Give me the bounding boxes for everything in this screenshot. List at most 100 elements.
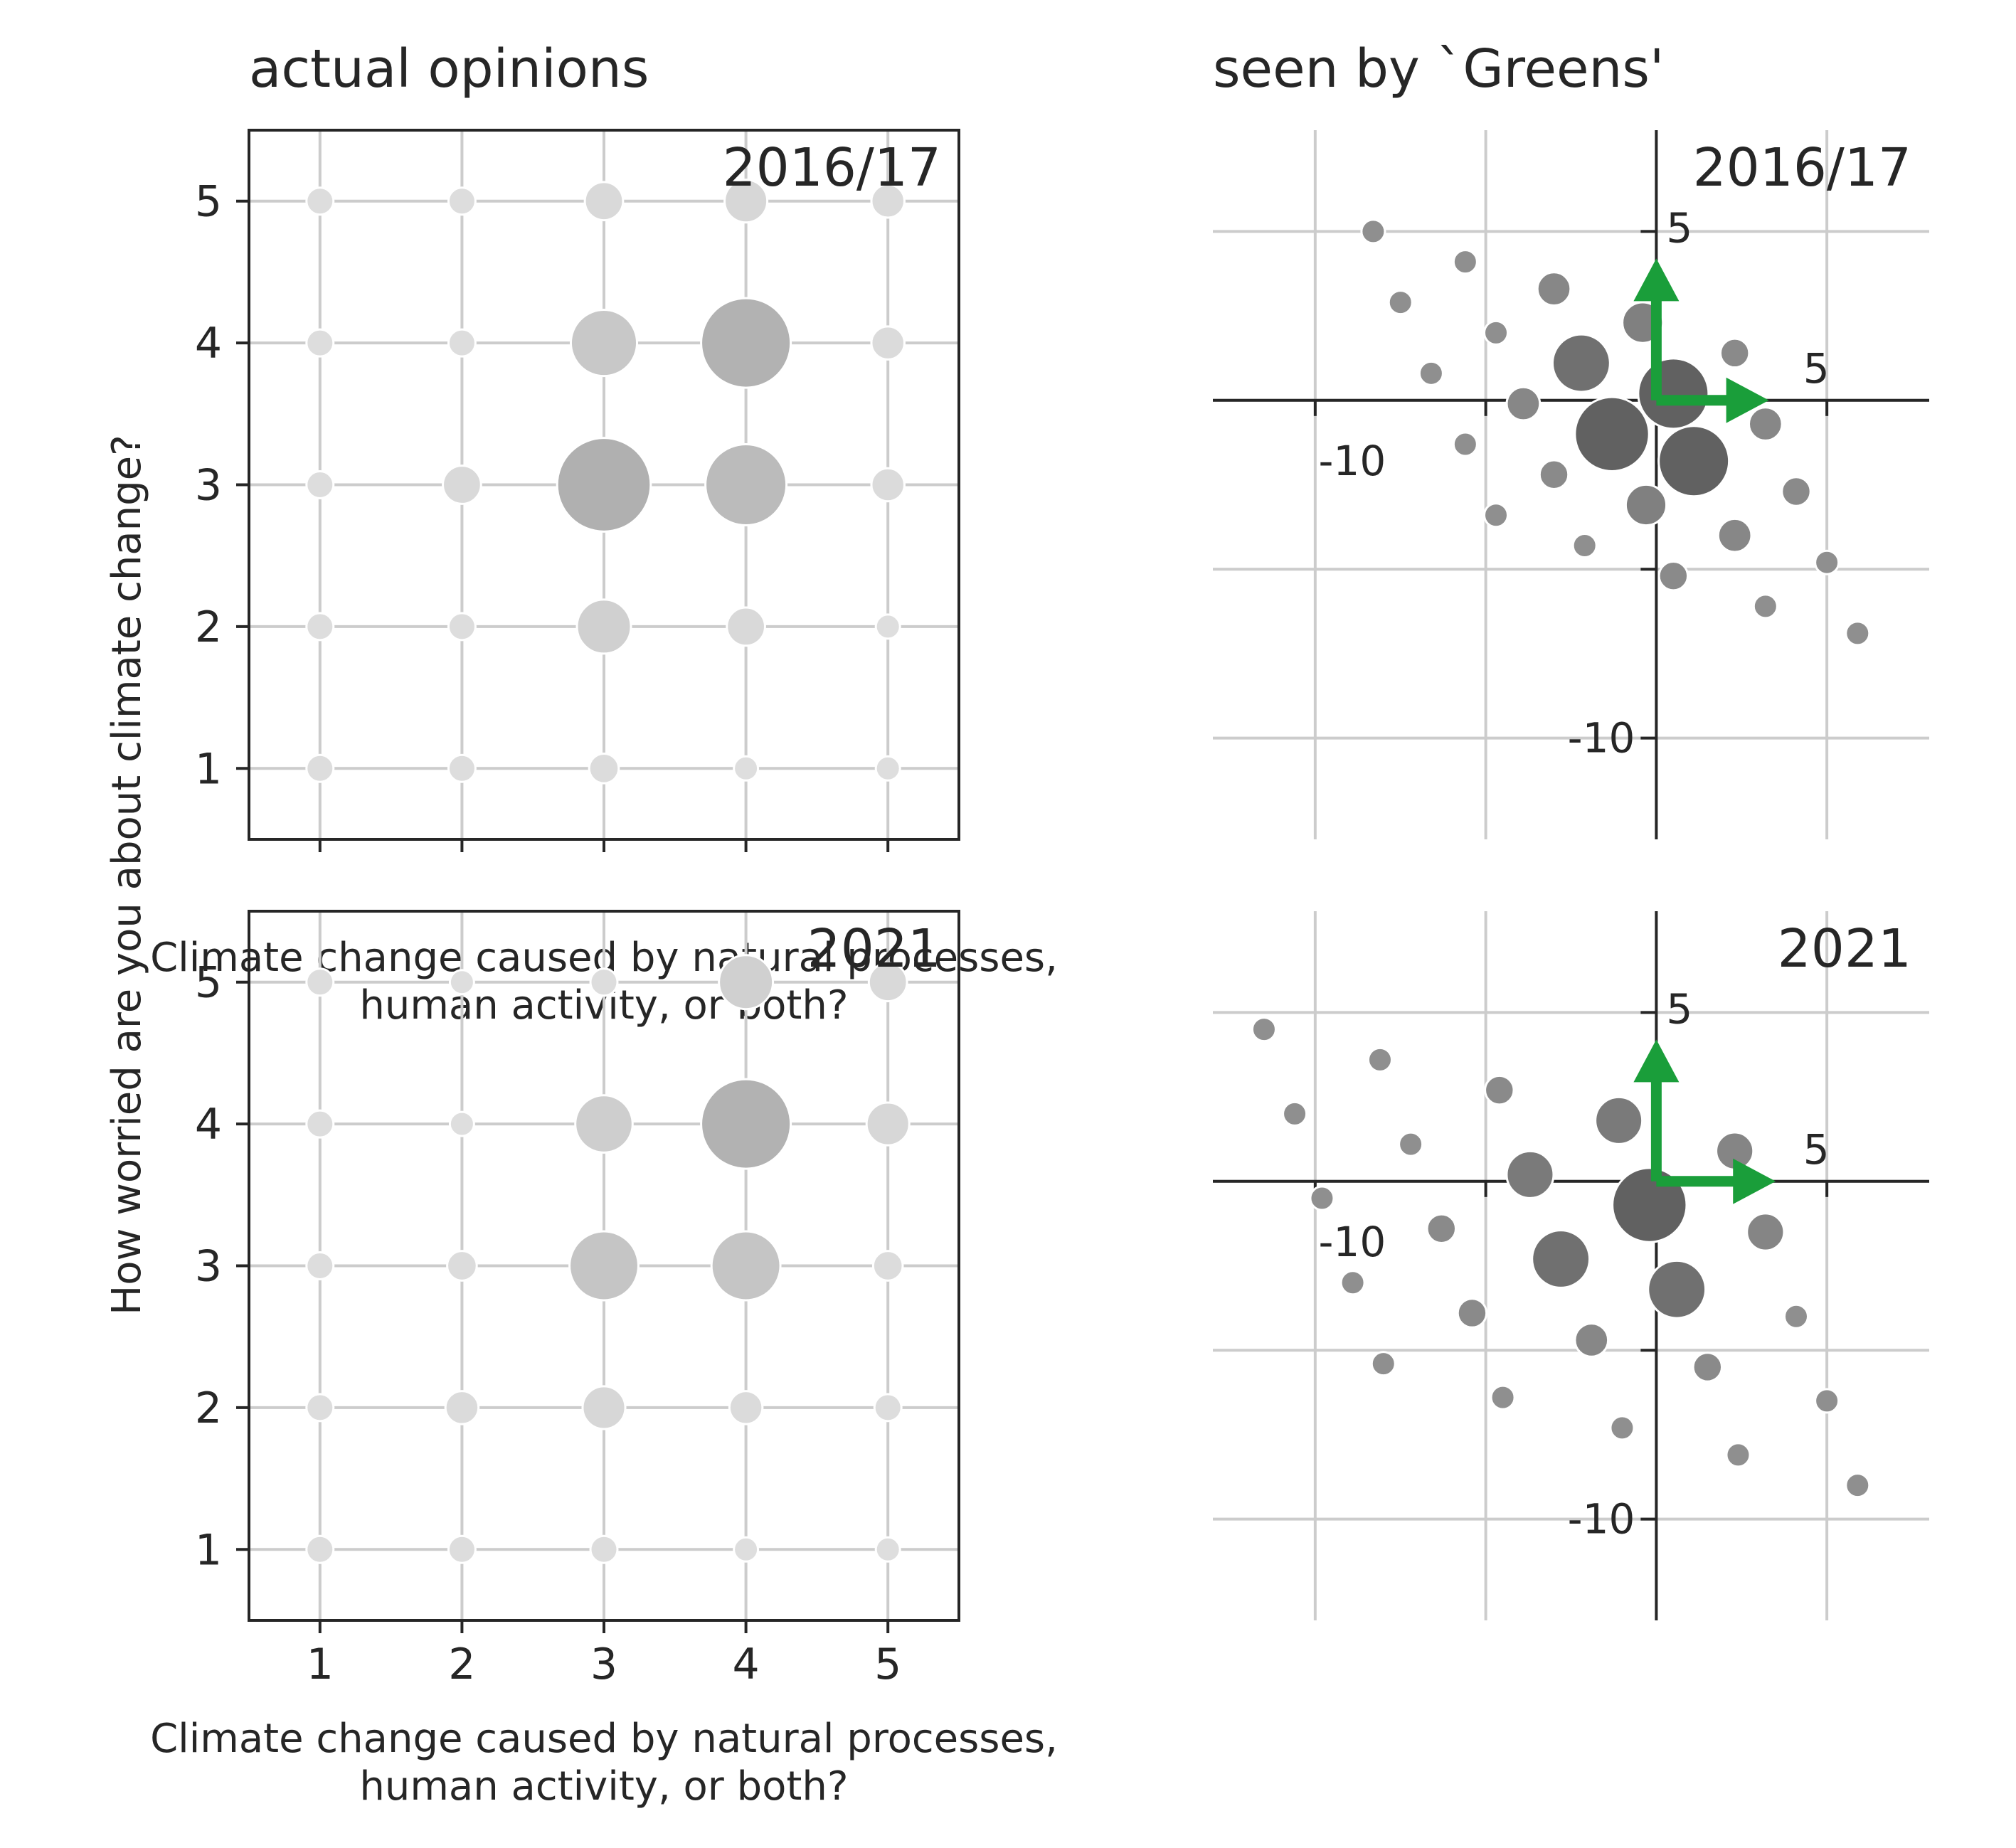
point — [1490, 1384, 1516, 1411]
point — [1814, 549, 1840, 575]
point — [305, 470, 335, 499]
point — [1367, 1046, 1393, 1073]
point — [723, 179, 769, 224]
point — [1637, 357, 1710, 430]
point — [700, 297, 792, 389]
point — [700, 1078, 792, 1170]
point — [1538, 459, 1570, 490]
x-tick-label: 4 — [733, 1640, 760, 1689]
point — [1725, 1442, 1751, 1468]
point — [873, 1393, 903, 1423]
x-tick-label: 3 — [590, 1640, 617, 1689]
point — [1746, 1212, 1786, 1252]
y-tick-label: 4 — [195, 1100, 222, 1149]
y-tick-label: 2 — [195, 602, 222, 652]
y-tick-label: 3 — [195, 1242, 222, 1292]
point — [870, 467, 906, 503]
arrow-x-head — [1733, 1158, 1776, 1204]
point — [1452, 249, 1478, 275]
point — [1426, 1213, 1457, 1244]
y-tick-label: 5 — [1666, 203, 1692, 252]
y-tick-label: 5 — [195, 958, 222, 1008]
x-tick-label: 5 — [1803, 1125, 1830, 1174]
point — [305, 328, 335, 358]
point — [728, 1390, 764, 1425]
y-tick-label: 5 — [1666, 984, 1692, 1033]
point — [1574, 1322, 1610, 1358]
point — [1398, 1131, 1424, 1157]
point — [704, 443, 788, 526]
points — [305, 179, 906, 785]
point — [1692, 1352, 1724, 1383]
y-tick-label: -10 — [1568, 1495, 1635, 1544]
point — [447, 1534, 477, 1564]
point — [865, 1101, 911, 1147]
point — [568, 1230, 640, 1302]
point — [1536, 271, 1572, 307]
point — [1505, 386, 1542, 422]
x-tick-label: 5 — [1803, 344, 1830, 393]
point — [1360, 218, 1386, 245]
point — [1282, 1100, 1308, 1127]
right-column-title: seen by `Greens' — [1213, 38, 1664, 100]
points — [305, 954, 911, 1564]
panel-label: 2016/17 — [1693, 137, 1911, 198]
point — [1370, 1351, 1396, 1377]
points — [1360, 218, 1871, 647]
point — [446, 1250, 478, 1282]
point — [305, 1251, 335, 1280]
point — [305, 967, 335, 997]
arrow-y-head — [1633, 258, 1680, 302]
point — [1647, 1259, 1707, 1319]
point — [1624, 483, 1668, 527]
y-tick-label: 2 — [195, 1384, 222, 1433]
point — [1719, 337, 1751, 369]
point — [442, 464, 482, 505]
panel-label: 2016/17 — [723, 137, 941, 198]
y-tick-label: -10 — [1568, 714, 1635, 763]
point — [1845, 1472, 1871, 1499]
point — [1251, 1016, 1277, 1043]
y-axis-label: How worried are you about climate change… — [104, 435, 150, 1315]
point — [1752, 593, 1778, 620]
point — [726, 606, 766, 647]
point — [1452, 431, 1478, 457]
point — [589, 967, 619, 997]
point — [305, 1109, 335, 1139]
y-tick-label: 3 — [195, 461, 222, 511]
point — [447, 328, 477, 358]
panel-greens-2021: -10 5 -10 5 2021 — [1213, 911, 1929, 1620]
point — [710, 1230, 782, 1302]
panel-label: 2021 — [807, 918, 941, 979]
point — [1609, 1415, 1635, 1441]
point — [305, 612, 335, 642]
point — [1418, 360, 1444, 386]
point — [305, 1534, 335, 1564]
arrow-x-head — [1726, 377, 1769, 423]
point — [1594, 1095, 1644, 1145]
point — [1574, 395, 1650, 472]
point — [718, 954, 775, 1011]
point — [1657, 560, 1689, 592]
point — [569, 309, 639, 378]
point — [870, 325, 906, 361]
x-axis-label: Climate change caused by natural process… — [150, 1716, 1058, 1762]
arrow-y-head — [1633, 1039, 1680, 1083]
point — [1531, 1229, 1591, 1289]
point — [1747, 406, 1783, 442]
point — [556, 437, 652, 533]
x-tick-label: -10 — [1318, 437, 1386, 485]
point — [1717, 517, 1753, 553]
point — [1456, 1297, 1488, 1329]
point — [447, 612, 477, 642]
point — [1783, 1303, 1809, 1329]
point — [733, 755, 760, 782]
point — [874, 755, 901, 782]
point — [874, 1536, 901, 1563]
point — [447, 753, 477, 783]
point — [1309, 1185, 1335, 1211]
x-tick-label: 1 — [307, 1640, 334, 1689]
y-tick-label: 5 — [195, 177, 222, 227]
